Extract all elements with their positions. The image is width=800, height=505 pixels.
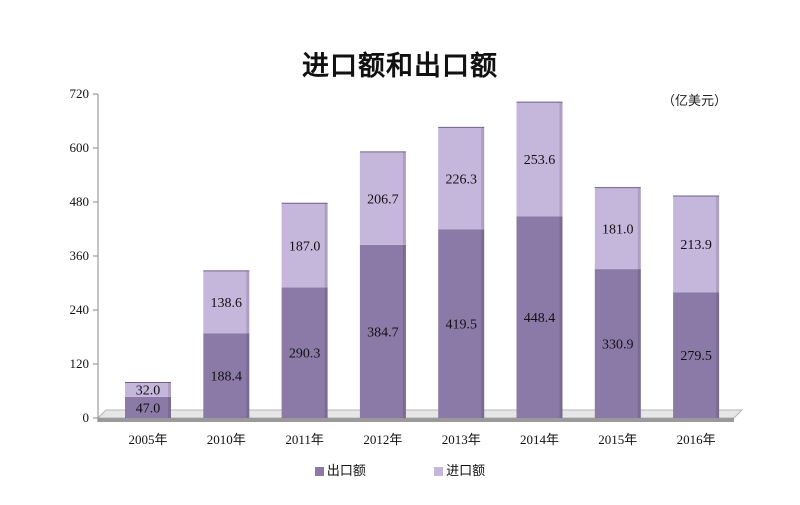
legend-item-import: 进口额 xyxy=(434,460,485,479)
floor-front xyxy=(98,418,734,422)
y-tick-label: 480 xyxy=(70,194,90,209)
bar-edge xyxy=(168,382,171,397)
x-tick-label: 2013年 xyxy=(442,432,481,447)
value-label: 384.7 xyxy=(367,325,399,340)
bar-import xyxy=(438,127,485,230)
y-tick-label: 360 xyxy=(70,248,90,263)
bar-import xyxy=(516,102,563,217)
bar-edge xyxy=(324,287,328,418)
y-tick-label: 120 xyxy=(70,356,90,371)
bar-export xyxy=(281,287,328,418)
value-label: 226.3 xyxy=(445,172,477,187)
unit-label: （亿美元） xyxy=(662,94,728,109)
bar-export xyxy=(438,229,485,418)
floor-top xyxy=(96,409,744,419)
bar-import xyxy=(281,203,328,288)
value-label: 279.5 xyxy=(680,349,712,364)
y-tick-label: 240 xyxy=(70,302,90,317)
legend-item-export: 出口额 xyxy=(314,460,366,479)
x-tick-label: 2012年 xyxy=(363,432,402,447)
legend-label-import: 进口额 xyxy=(446,464,486,479)
value-label: 330.9 xyxy=(602,338,634,353)
x-tick-label: 2014年 xyxy=(520,432,559,447)
bar-edge xyxy=(324,203,328,288)
x-tick-label: 2011年 xyxy=(285,432,324,447)
value-label: 188.4 xyxy=(211,370,243,385)
bar-import xyxy=(203,270,250,334)
x-tick-label: 2010年 xyxy=(207,432,246,447)
legend-swatch-import xyxy=(434,467,444,476)
legend: 出口额 进口额 xyxy=(0,460,800,479)
y-tick-label: 0 xyxy=(83,410,90,425)
bar-edge xyxy=(637,269,641,418)
value-label: 419.5 xyxy=(445,318,477,333)
bar-export xyxy=(359,244,406,418)
bar-export xyxy=(125,396,171,418)
value-label: 138.6 xyxy=(211,296,243,311)
bar-export xyxy=(594,269,641,418)
value-label: 47.0 xyxy=(136,401,161,416)
bar-edge xyxy=(402,244,406,418)
bar-export xyxy=(673,292,720,418)
bar-edge xyxy=(481,127,485,230)
bar-edge xyxy=(716,195,720,293)
bars xyxy=(125,101,720,418)
bar-edge xyxy=(246,333,250,418)
x-tick-label: 2016年 xyxy=(677,432,716,447)
bar-import xyxy=(125,382,171,397)
value-label: 206.7 xyxy=(367,192,399,207)
chart-floor xyxy=(96,409,744,422)
bar-edge xyxy=(637,187,641,270)
value-label: 187.0 xyxy=(289,239,321,254)
bar-edge xyxy=(402,151,406,245)
chart-title: 进口额和出口额 xyxy=(302,51,498,82)
bar-export xyxy=(203,333,250,418)
value-label: 213.9 xyxy=(680,238,712,253)
bar-export xyxy=(516,216,563,418)
legend-swatch-export xyxy=(314,467,324,476)
x-tick-label: 2015年 xyxy=(598,432,637,447)
legend-label-export: 出口额 xyxy=(326,464,366,479)
bar-edge xyxy=(246,270,250,334)
bar-import xyxy=(594,187,641,270)
value-label: 448.4 xyxy=(524,311,556,326)
y-axis: 0 120 240 360 480 600 720 xyxy=(70,86,99,425)
value-label: 32.0 xyxy=(136,384,161,399)
bar-edge xyxy=(559,102,563,217)
bar-import xyxy=(673,195,720,293)
bar-edge xyxy=(168,396,171,418)
y-tick-label: 600 xyxy=(70,140,90,155)
bar-edge xyxy=(481,229,485,418)
bar-edge xyxy=(559,216,563,418)
bar-import xyxy=(359,151,406,245)
x-tick-label: 2005年 xyxy=(128,432,167,447)
value-label: 253.6 xyxy=(524,153,556,168)
bar-edge xyxy=(716,292,720,418)
labels: 47.0 32.0 2005年 188.4 138.6 2010年 290.3 187.0 20… xyxy=(128,153,715,447)
value-label: 290.3 xyxy=(289,347,321,362)
y-tick-label: 720 xyxy=(70,86,90,101)
value-label: 181.0 xyxy=(602,222,634,237)
